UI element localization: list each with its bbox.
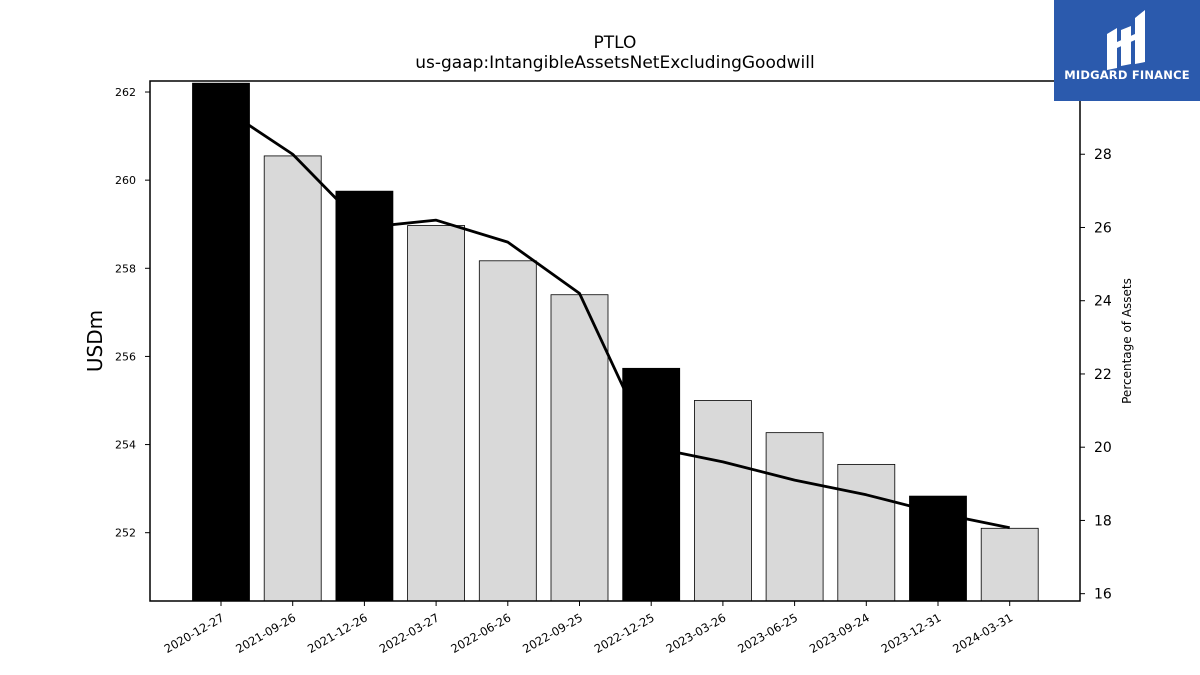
x-tick-label: 2022-09-25: [520, 610, 585, 656]
y-tick-label: 260: [115, 174, 136, 187]
y2-tick-label: 26: [1094, 220, 1112, 236]
y2-tick-label: 20: [1094, 440, 1112, 456]
x-tick-label: 2020-12-27: [162, 610, 227, 656]
x-tick-label: 2024-03-31: [950, 610, 1015, 656]
bar: [407, 225, 466, 602]
midgard-logo-icon: [1107, 10, 1145, 70]
bar-group: [192, 82, 1039, 602]
bar: [765, 432, 824, 602]
bar: [550, 294, 609, 602]
y-tick-label: 262: [115, 86, 136, 99]
y2-tick-label: 22: [1094, 367, 1112, 383]
y-axis-label: USDm: [83, 310, 107, 372]
y-tick-label: 254: [115, 439, 136, 452]
y-axis: 252 254 256 258 260 262: [115, 86, 150, 540]
brand-logo: MIDGARD FINANCE: [1054, 0, 1200, 101]
bar: [694, 400, 752, 602]
y-tick-label: 258: [115, 262, 136, 275]
y2-tick-label: 16: [1094, 587, 1112, 603]
x-tick-label: 2021-09-26: [233, 610, 298, 656]
x-tick-label: 2023-09-24: [807, 610, 872, 656]
y2-tick-label: 28: [1094, 147, 1112, 163]
y2-axis: 16 18 20 22 24 26 28: [1080, 147, 1112, 603]
brand-name: MIDGARD FINANCE: [1064, 68, 1190, 82]
y-tick-label: 256: [115, 350, 136, 363]
y2-tick-label: 24: [1094, 294, 1112, 310]
bar: [837, 463, 896, 602]
x-tick-label: 2022-12-25: [592, 610, 657, 656]
bar: [478, 260, 537, 602]
x-tick-label: 2023-06-25: [735, 610, 800, 656]
y2-axis-label: Percentage of Assets: [1120, 278, 1134, 404]
chart-subtitle: us-gaap:IntangibleAssetsNetExcludingGood…: [415, 53, 814, 73]
x-tick-label: 2022-06-26: [448, 610, 513, 656]
x-tick-label: 2023-03-26: [664, 610, 729, 656]
x-tick-label: 2021-12-26: [305, 610, 370, 656]
x-tick-label: 2023-12-31: [879, 610, 944, 656]
percentage-line: [220, 105, 1010, 530]
line-group: [220, 105, 1010, 530]
bar: [263, 155, 322, 602]
plot-frame: [149, 80, 1081, 602]
bar: [980, 527, 1039, 602]
bar: [192, 82, 250, 602]
bar: [335, 190, 394, 602]
y-tick-label: 252: [115, 527, 136, 540]
y2-tick-label: 18: [1094, 513, 1112, 529]
x-axis: 2020-12-27 2021-09-26 2021-12-26 2022-03-27…: [162, 601, 1015, 656]
chart-title: PTLO: [594, 33, 637, 53]
x-tick-label: 2022-03-27: [377, 610, 442, 656]
